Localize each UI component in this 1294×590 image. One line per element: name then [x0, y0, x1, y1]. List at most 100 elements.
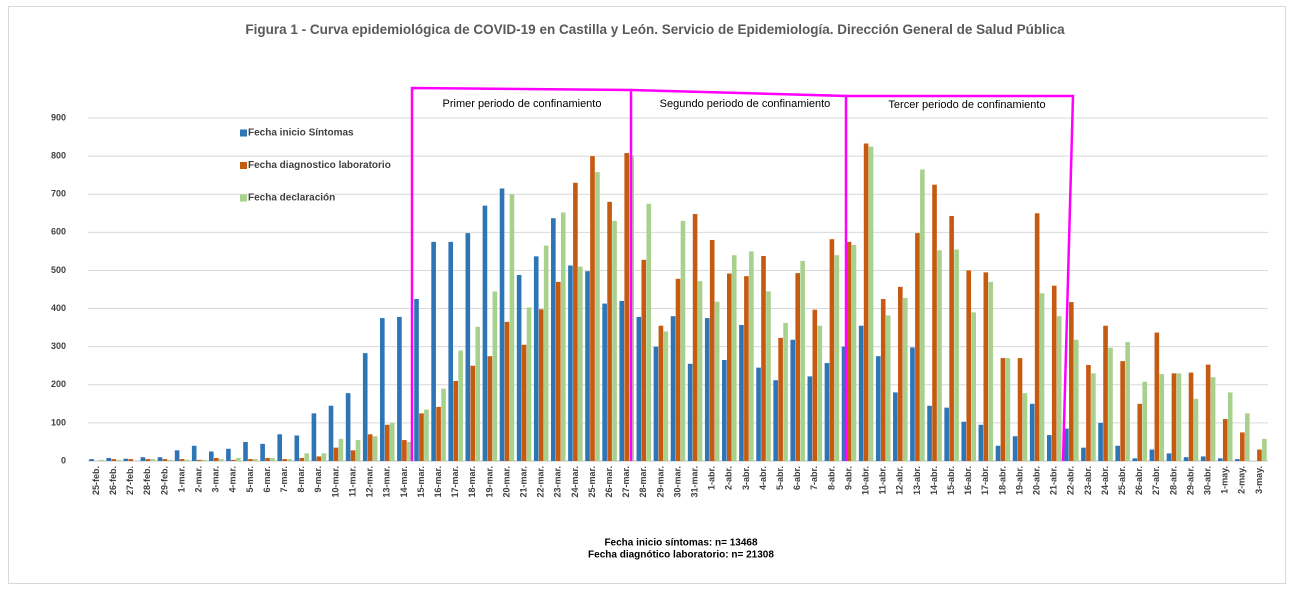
bar	[1000, 358, 1006, 461]
x-tick-label: 1-may.	[1220, 466, 1230, 494]
bar	[1193, 398, 1199, 461]
x-tick-label: 19-abr.	[1014, 466, 1024, 495]
bar	[636, 316, 642, 461]
x-tick-label: 2-mar.	[194, 466, 204, 493]
bar	[773, 380, 778, 461]
bar	[321, 453, 327, 461]
y-tick-label: 900	[51, 112, 66, 122]
bar	[1108, 347, 1113, 461]
bar	[1091, 373, 1096, 461]
bar	[1029, 403, 1035, 461]
x-tick-label: 29-mar.	[655, 466, 665, 498]
bar	[846, 241, 852, 461]
annotation: Primer periodo de confinamiento	[443, 98, 602, 110]
x-tick-label: 15-abr.	[946, 466, 956, 495]
legend-swatch	[240, 162, 247, 169]
bar	[482, 205, 488, 461]
bar	[1005, 358, 1011, 461]
legend-label: Fecha inicio Síntomas	[248, 128, 354, 139]
bar	[499, 188, 505, 461]
bar	[619, 300, 625, 461]
bar	[687, 363, 693, 461]
x-tick-label: 10-abr.	[860, 466, 870, 495]
annotation: Tercer periodo de confinamiento	[888, 99, 1045, 111]
bar	[954, 249, 959, 461]
x-tick-label: 25-feb.	[91, 466, 101, 495]
bar	[961, 421, 967, 461]
bar	[1176, 373, 1182, 461]
bar	[1227, 392, 1233, 461]
bar	[424, 409, 429, 461]
legend-swatch	[240, 129, 247, 137]
bar	[1149, 449, 1155, 461]
x-tick-label: 15-mar.	[416, 466, 426, 498]
bar	[355, 440, 361, 461]
bar	[1034, 213, 1040, 461]
bar	[739, 324, 744, 461]
bar	[692, 214, 698, 461]
bar	[492, 291, 498, 461]
bar	[966, 270, 972, 461]
x-tick-label: 26-abr.	[1134, 466, 1144, 495]
bar	[191, 445, 197, 461]
bar	[1086, 364, 1091, 461]
bar	[1073, 339, 1079, 461]
bar	[983, 272, 989, 461]
bar	[265, 457, 270, 461]
bar	[260, 443, 265, 461]
note: Fecha inicio síntomas: n= 13468	[604, 538, 758, 549]
bar	[841, 346, 847, 461]
bar	[722, 360, 727, 461]
bar	[504, 321, 510, 461]
x-tick-label: 13-mar.	[382, 466, 392, 498]
bar	[533, 256, 539, 461]
x-tick-label: 1-mar.	[176, 466, 186, 493]
bar	[1017, 358, 1023, 461]
x-tick-label: 28-feb.	[142, 466, 152, 495]
x-tick-label: 5-abr.	[775, 466, 785, 490]
bar	[1064, 428, 1069, 461]
bar	[397, 316, 402, 461]
bar	[248, 459, 253, 461]
bar	[475, 326, 481, 461]
bar	[1205, 364, 1211, 461]
bar	[140, 457, 146, 461]
bar	[213, 457, 219, 461]
bar	[526, 307, 532, 461]
x-tick-label: 27-mar.	[621, 466, 631, 498]
bar	[362, 353, 368, 461]
x-tick-label: 11-abr.	[878, 466, 888, 495]
y-tick-label: 300	[51, 341, 66, 351]
x-tick-label: 28-abr.	[1168, 466, 1178, 495]
x-tick-label: 25-abr.	[1117, 466, 1127, 495]
frame	[8, 6, 1286, 584]
bar	[367, 434, 373, 461]
bar	[123, 458, 129, 461]
x-tick-label: 24-abr.	[1100, 466, 1110, 495]
bar	[714, 301, 720, 461]
bar	[1171, 373, 1177, 461]
bar	[150, 459, 156, 461]
bar	[858, 325, 864, 461]
bar	[106, 457, 112, 461]
y-tick-label: 800	[51, 150, 66, 160]
bar	[761, 255, 766, 461]
x-tick-label: 28-mar.	[638, 466, 648, 498]
bar	[885, 315, 891, 461]
bar	[389, 422, 395, 461]
bar	[231, 459, 236, 461]
bar	[902, 297, 908, 461]
bar	[880, 299, 886, 461]
bar	[1142, 381, 1148, 461]
bar	[568, 265, 573, 461]
x-tick-label: 16-abr.	[963, 466, 973, 495]
period-box	[410, 86, 633, 461]
bar	[99, 459, 104, 461]
bar	[812, 309, 818, 461]
x-tick-label: 8-abr.	[826, 466, 836, 490]
bar	[749, 251, 754, 461]
x-tick-label: 17-abr.	[980, 466, 990, 495]
bar	[253, 459, 258, 461]
x-tick-label: 29-abr.	[1185, 466, 1195, 495]
